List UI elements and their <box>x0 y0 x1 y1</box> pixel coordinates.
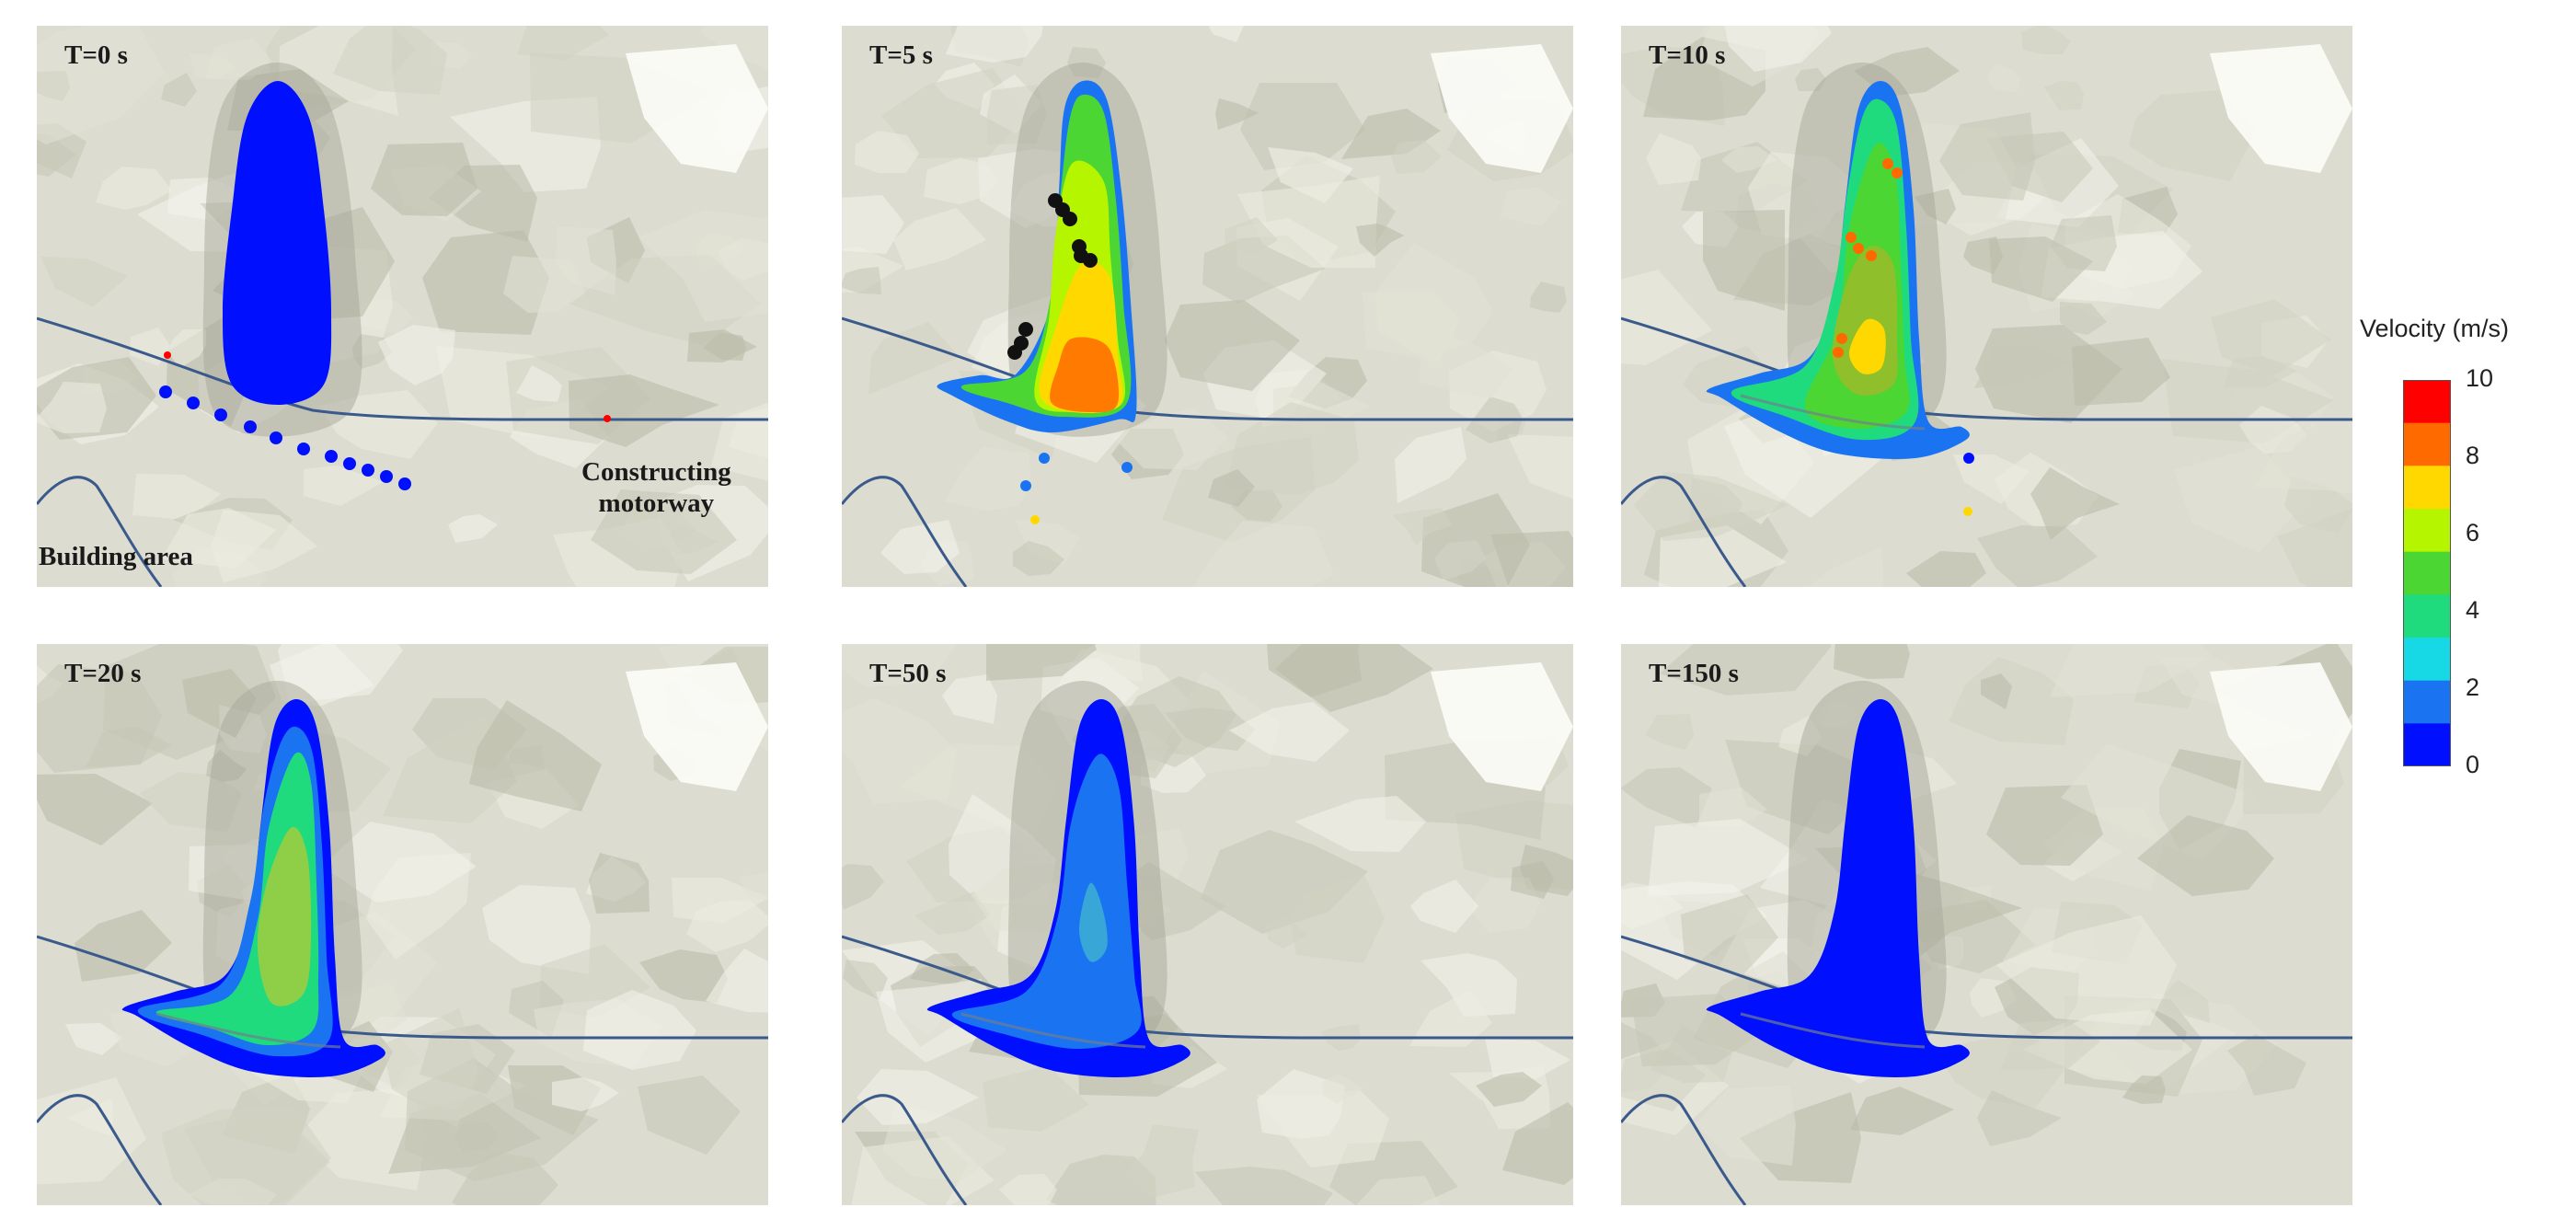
panel-t5: T=5 s <box>842 26 1573 587</box>
colorbar-band <box>2403 551 2451 595</box>
landslide-mass <box>937 80 1137 524</box>
colorbar-frame <box>2403 380 2451 766</box>
motorway-label-line1: Constructing <box>581 457 731 487</box>
legend-tick-10: 10 <box>2466 364 2494 392</box>
buried-road-trace <box>1740 394 1926 431</box>
terrain-background <box>842 26 1573 587</box>
colorbar-band <box>2403 594 2451 638</box>
panel-t150: T=150 s <box>1621 644 2352 1205</box>
motorway-line <box>37 316 768 421</box>
landslide-mass <box>159 81 611 490</box>
panel-t20: T=20 s <box>37 644 768 1205</box>
terrain-background <box>1621 644 2352 1205</box>
terrain-map <box>1621 644 2352 1205</box>
constructing-motorway-label: Constructing motorway <box>581 456 731 519</box>
terrain-map <box>37 644 768 1205</box>
colorbar-band <box>2403 380 2451 424</box>
building-area-label: Building area <box>39 542 193 571</box>
landslide-mass <box>1706 699 1970 1077</box>
colorbar-band <box>2403 638 2451 682</box>
time-label: T=0 s <box>64 40 128 70</box>
time-label: T=50 s <box>869 659 947 688</box>
building-area-boundary <box>842 1094 968 1205</box>
time-label: T=20 s <box>64 659 142 688</box>
building-area-boundary <box>842 476 968 587</box>
terrain-background <box>1621 26 2352 587</box>
panel-t0: T=0 s Building area Constructing motorwa… <box>37 26 768 587</box>
terrain-map <box>1621 26 2352 587</box>
legend-tick-0: 0 <box>2466 751 2480 778</box>
landslide-mass <box>121 699 385 1077</box>
landslide-mass <box>1706 81 1974 516</box>
colorbar-band <box>2403 509 2451 553</box>
legend-tick-4: 4 <box>2466 596 2480 624</box>
panel-t10: T=10 s <box>1621 26 2352 587</box>
terrain-map <box>842 26 1573 587</box>
colorbar-band <box>2403 422 2451 466</box>
buried-road-trace <box>1740 1012 1926 1049</box>
colorbar-band <box>2403 680 2451 724</box>
panel-t50: T=50 s <box>842 644 1573 1205</box>
terrain-map <box>842 644 1573 1205</box>
time-label: T=150 s <box>1649 659 1739 688</box>
legend-tick-6: 6 <box>2466 519 2480 546</box>
terrain-map <box>37 26 768 587</box>
colorbar-band <box>2403 723 2451 766</box>
building-area-boundary <box>37 1094 163 1205</box>
time-label: T=5 s <box>869 40 933 70</box>
legend-tick-8: 8 <box>2466 442 2480 469</box>
buried-road-trace <box>960 1012 1146 1049</box>
motorway-label-line2: motorway <box>598 489 715 518</box>
building-area-boundary <box>37 476 163 587</box>
terrain-background <box>842 644 1573 1205</box>
velocity-colorbar <box>2403 380 2451 766</box>
buried-road-trace <box>155 1012 341 1049</box>
legend-title: Velocity (m/s) <box>2360 315 2510 342</box>
building-area-boundary <box>1621 1094 1747 1205</box>
terrain-background <box>37 644 768 1205</box>
landslide-mass <box>926 699 1190 1077</box>
colorbar-band <box>2403 466 2451 510</box>
building-area-boundary <box>1621 476 1747 587</box>
terrain-background <box>37 26 768 587</box>
time-label: T=10 s <box>1649 40 1726 70</box>
legend-tick-2: 2 <box>2466 673 2480 701</box>
